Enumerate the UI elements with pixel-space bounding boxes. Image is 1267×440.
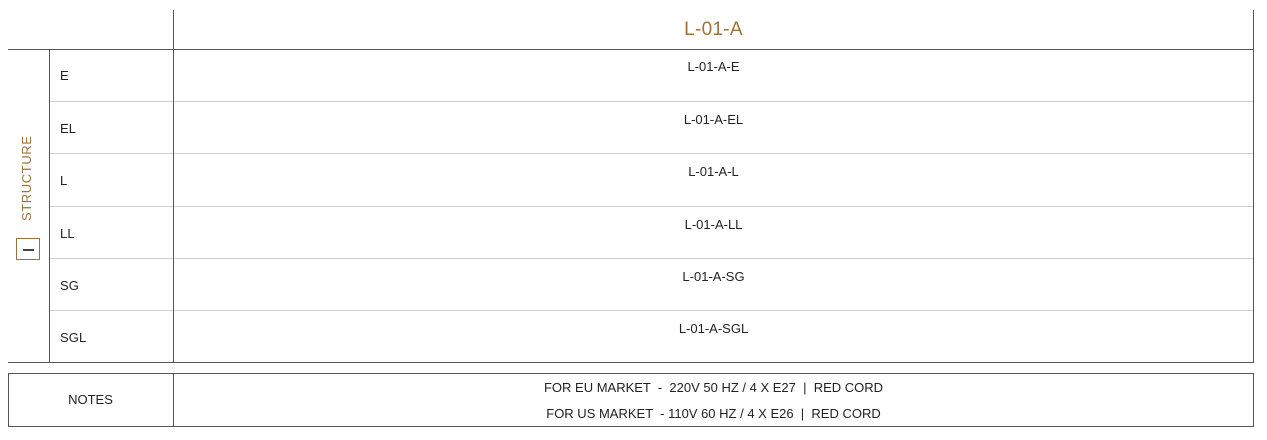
row-divider <box>174 310 1253 311</box>
product-code-l: L-01-A-L <box>688 164 739 179</box>
product-code-sgl: L-01-A-SGL <box>678 321 749 336</box>
notes-column-divider <box>173 373 174 427</box>
row-label-sg: SG <box>60 278 79 293</box>
notes-table <box>8 373 1254 427</box>
minus-icon <box>23 249 34 251</box>
row-divider <box>50 258 173 259</box>
header-right-border <box>1253 10 1254 50</box>
notes-line-eu: FOR EU MARKET - 220V 50 HZ / 4 X E27 | R… <box>543 380 884 395</box>
row-divider <box>174 206 1253 207</box>
row-label-sgl: SGL <box>60 330 87 345</box>
row-divider <box>50 310 173 311</box>
notes-label: NOTES <box>68 392 113 407</box>
product-title: L-01-A <box>684 19 743 40</box>
product-code-el: L-01-A-EL <box>683 112 744 127</box>
row-divider <box>50 153 173 154</box>
product-code-ll: L-01-A-LL <box>684 217 743 232</box>
collapse-structure-button[interactable] <box>16 238 40 260</box>
label-column-divider <box>173 49 174 363</box>
row-divider <box>174 258 1253 259</box>
header-bottom-border <box>8 49 1254 50</box>
row-divider <box>50 101 173 102</box>
row-label-e: E <box>60 68 69 83</box>
row-label-ll: LL <box>60 226 75 241</box>
row-divider <box>174 153 1253 154</box>
row-label-el: EL <box>60 121 77 136</box>
product-code-e: L-01-A-E <box>687 59 740 74</box>
notes-line-us: FOR US MARKET - 110V 60 HZ / 4 X E26 | R… <box>546 406 881 421</box>
row-divider <box>174 101 1253 102</box>
table-right-border <box>1253 49 1254 363</box>
header-divider <box>173 10 174 50</box>
structure-group-divider <box>49 49 50 363</box>
product-code-sg: L-01-A-SG <box>682 269 745 284</box>
row-divider <box>50 206 173 207</box>
structure-group-label: STRUCTURE <box>19 135 34 221</box>
table-bottom-border <box>8 362 1254 363</box>
row-label-l: L <box>60 173 68 188</box>
